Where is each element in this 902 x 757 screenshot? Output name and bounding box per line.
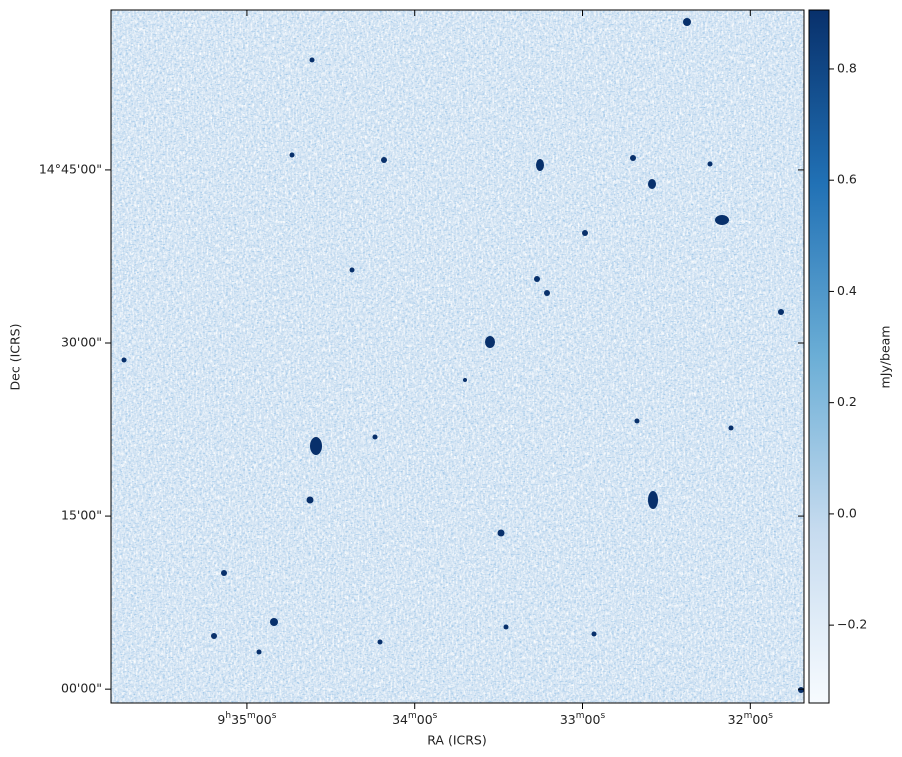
colorbar-tick-label: −0.2 xyxy=(837,617,867,632)
x-tick-label: 34m00s xyxy=(392,711,438,727)
colorbar-tick-label: 0.4 xyxy=(837,283,857,298)
colorbar-tick-label: 0.8 xyxy=(837,60,857,75)
y-tick-label: 30'00" xyxy=(61,335,102,350)
x-tick-label: 32m00s xyxy=(728,711,774,727)
y-tick-label: 00'00" xyxy=(61,681,102,696)
colorbar xyxy=(808,9,830,704)
y-tick-label: 14°45'00" xyxy=(39,161,102,176)
image xyxy=(111,10,804,703)
colorbar-tick-label: 0.0 xyxy=(837,505,857,520)
x-tick-label: 33m00s xyxy=(560,711,606,727)
plot-frame xyxy=(110,9,805,704)
x-axis-label: RA (ICRS) xyxy=(427,733,487,748)
image-noise xyxy=(111,10,804,703)
x-tick-label: 9h35m00s xyxy=(217,711,276,727)
sources xyxy=(121,18,804,693)
y-axis-label: Dec (ICRS) xyxy=(8,324,23,391)
colorbar-tick-label: 0.6 xyxy=(837,172,857,187)
colorbar-tick-label: 0.2 xyxy=(837,394,857,409)
y-tick-label: 15'00" xyxy=(61,508,102,523)
colorbar-label: mJy/beam xyxy=(878,326,893,389)
